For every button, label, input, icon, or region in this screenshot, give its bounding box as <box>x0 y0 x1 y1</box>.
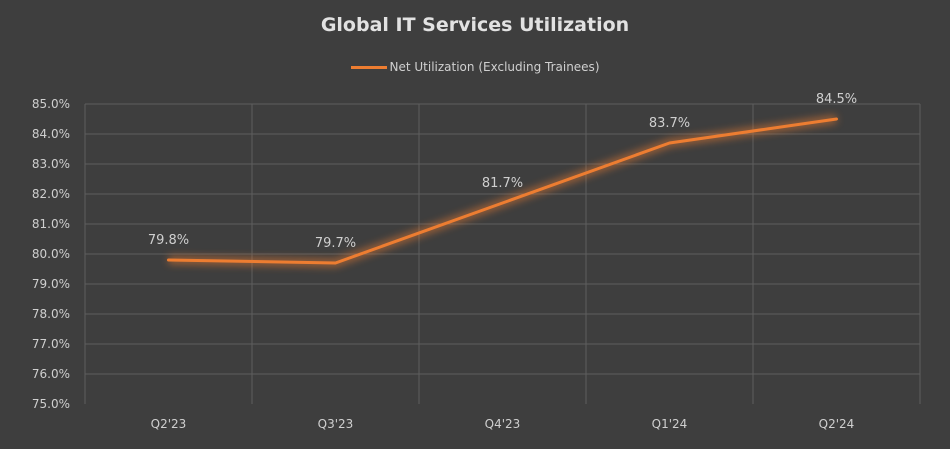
data-label: 79.8% <box>148 233 189 248</box>
x-tick-label: Q2'23 <box>151 417 187 431</box>
x-tick-label: Q1'24 <box>652 417 688 431</box>
y-tick-label: 80.0% <box>32 247 70 261</box>
series-line <box>167 117 838 265</box>
y-tick-label: 78.0% <box>32 307 70 321</box>
y-tick-label: 75.0% <box>32 397 70 411</box>
x-tick-label: Q2'24 <box>819 417 855 431</box>
y-tick-label: 79.0% <box>32 277 70 291</box>
legend-swatch <box>350 66 387 69</box>
legend-label: Net Utilization (Excluding Trainees) <box>389 60 600 74</box>
legend: Net Utilization (Excluding Trainees) <box>0 60 950 74</box>
y-tick-label: 83.0% <box>32 157 70 171</box>
y-tick-label: 81.0% <box>32 217 70 231</box>
y-tick-label: 76.0% <box>32 367 70 381</box>
data-label: 81.7% <box>482 176 523 191</box>
y-tick-label: 84.0% <box>32 127 70 141</box>
x-tick-label: Q4'23 <box>485 417 521 431</box>
y-tick-label: 82.0% <box>32 187 70 201</box>
series-line-glow <box>168 115 838 268</box>
x-tick-label: Q3'23 <box>318 417 354 431</box>
chart-title: Global IT Services Utilization <box>320 14 630 36</box>
data-label: 83.7% <box>649 116 690 131</box>
y-tick-label: 77.0% <box>32 337 70 351</box>
data-label: 79.7% <box>315 236 356 251</box>
y-tick-label: 85.0% <box>32 97 70 111</box>
data-label: 84.5% <box>816 92 857 107</box>
